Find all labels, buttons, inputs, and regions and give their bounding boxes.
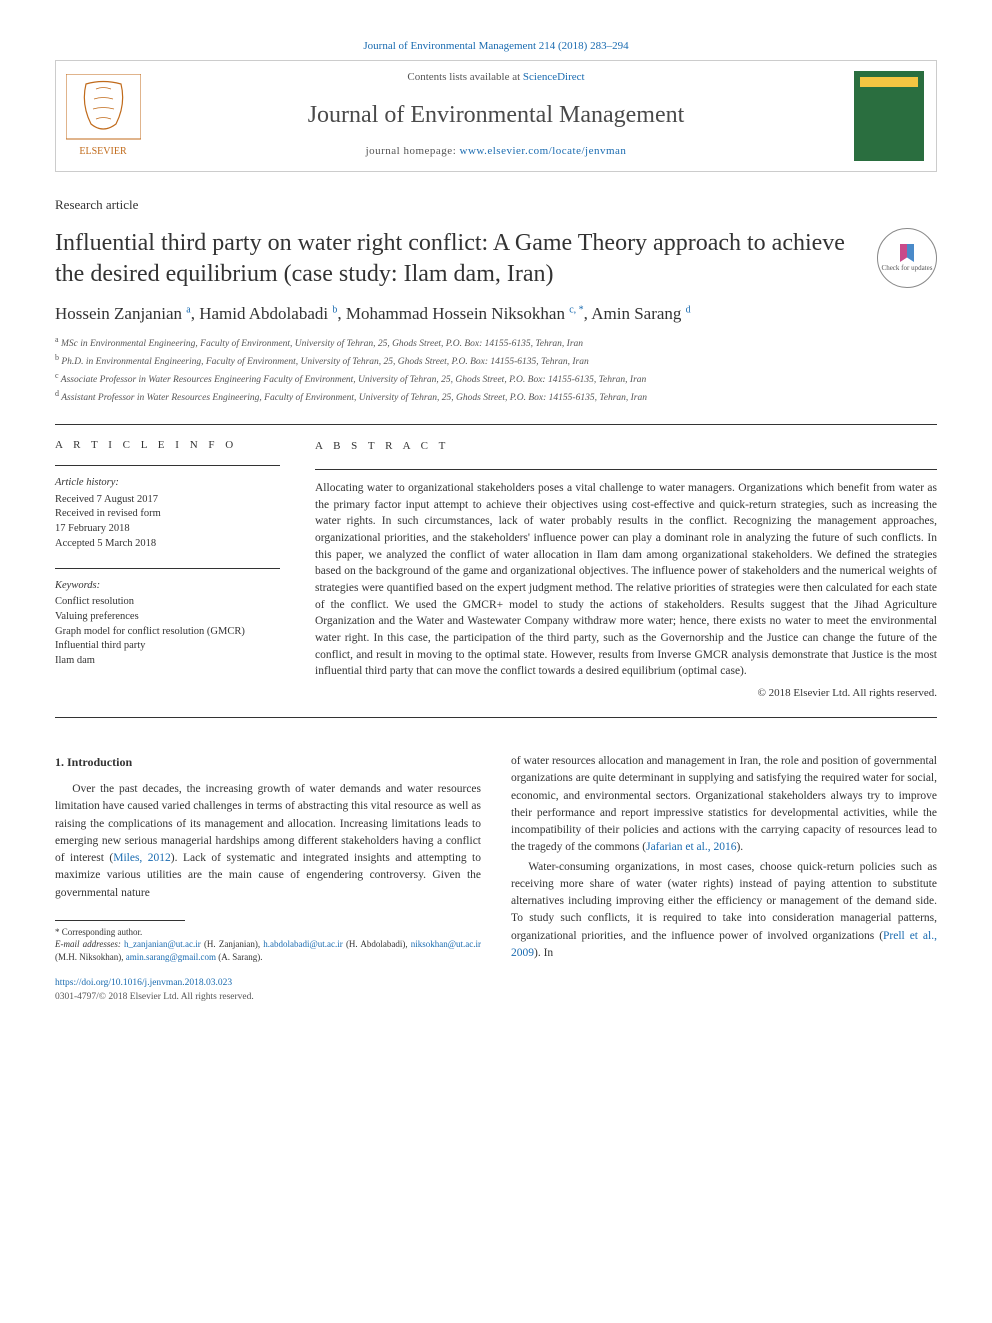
info-rule-2	[55, 568, 280, 569]
article-info-heading: A R T I C L E I N F O	[55, 439, 280, 451]
svg-text:ELSEVIER: ELSEVIER	[79, 146, 127, 157]
abstract-heading: A B S T R A C T	[315, 439, 937, 455]
history-3: Accepted 5 March 2018	[55, 537, 280, 552]
elsevier-logo: ELSEVIER	[66, 74, 141, 159]
keyword-0: Conflict resolution	[55, 595, 280, 610]
intro-para-2: of water resources allocation and manage…	[511, 753, 937, 857]
affiliation-d: d Assistant Professor in Water Resources…	[55, 388, 937, 406]
article-title: Influential third party on water right c…	[55, 228, 857, 290]
keywords-label: Keywords:	[55, 579, 280, 594]
author-0: Hossein Zanjanian	[55, 304, 182, 323]
affiliation-c: c Associate Professor in Water Resources…	[55, 370, 937, 388]
affiliation-b: b Ph.D. in Environmental Engineering, Fa…	[55, 352, 937, 370]
authors-line: Hossein Zanjanian a, Hamid Abdolabadi b,…	[55, 304, 937, 324]
publisher-logo-container: ELSEVIER	[56, 61, 151, 171]
ref-prell-2009[interactable]: Prell et al., 2009	[511, 930, 937, 959]
issn-copyright: 0301-4797/© 2018 Elsevier Ltd. All right…	[55, 990, 481, 1004]
body-col-left: 1. Introduction Over the past decades, t…	[55, 753, 481, 1004]
contents-prefix: Contents lists available at	[407, 71, 522, 83]
affiliations: a MSc in Environmental Engineering, Facu…	[55, 334, 937, 406]
separator-bottom	[55, 717, 937, 718]
affiliation-a: a MSc in Environmental Engineering, Facu…	[55, 334, 937, 352]
keyword-2: Graph model for conflict resolution (GMC…	[55, 625, 280, 640]
check-updates-badge[interactable]: Check for updates	[877, 228, 937, 288]
intro-heading: 1. Introduction	[55, 753, 481, 771]
author-1: Hamid Abdolabadi	[199, 304, 328, 323]
author-0-sup: a	[186, 305, 190, 316]
homepage-line: journal homepage: www.elsevier.com/locat…	[161, 145, 831, 157]
history-2: 17 February 2018	[55, 522, 280, 537]
separator-top	[55, 424, 937, 425]
keyword-3: Influential third party	[55, 639, 280, 654]
ref-jafarian-2016[interactable]: Jafarian et al., 2016	[646, 841, 736, 853]
journal-header-center: Contents lists available at ScienceDirec…	[151, 61, 841, 171]
journal-cover-thumbnail	[854, 71, 924, 161]
journal-name: Journal of Environmental Management	[161, 102, 831, 129]
email-1[interactable]: h.abdolabadi@ut.ac.ir	[263, 939, 343, 949]
author-3-sup: d	[686, 305, 691, 316]
contents-line: Contents lists available at ScienceDirec…	[161, 71, 831, 83]
history-1: Received in revised form	[55, 507, 280, 522]
intro-para-3: Water-consuming organizations, in most c…	[511, 859, 937, 963]
email-3[interactable]: amin.sarang@gmail.com	[126, 952, 216, 962]
footnote-separator	[55, 920, 185, 921]
journal-header: ELSEVIER Contents lists available at Sci…	[55, 60, 937, 172]
keyword-1: Valuing preferences	[55, 610, 280, 625]
email-2[interactable]: niksokhan@ut.ac.ir	[411, 939, 481, 949]
article-info-column: A R T I C L E I N F O Article history: R…	[55, 439, 280, 702]
journal-issue-link[interactable]: Journal of Environmental Management 214 …	[55, 40, 937, 52]
intro-para-1: Over the past decades, the increasing gr…	[55, 781, 481, 902]
footnotes: * Corresponding author. E-mail addresses…	[55, 926, 481, 964]
info-rule	[55, 465, 280, 466]
sciencedirect-link[interactable]: ScienceDirect	[523, 71, 585, 83]
homepage-prefix: journal homepage:	[366, 145, 460, 157]
author-3: Amin Sarang	[591, 304, 681, 323]
history-label: Article history:	[55, 476, 280, 491]
author-1-sup: b	[332, 305, 337, 316]
email-addresses: E-mail addresses: h_zanjanian@ut.ac.ir (…	[55, 938, 481, 963]
abstract-copyright: © 2018 Elsevier Ltd. All rights reserved…	[315, 686, 937, 702]
article-type: Research article	[55, 197, 937, 213]
article-history: Article history: Received 7 August 2017 …	[55, 476, 280, 551]
crossmark-icon	[900, 244, 914, 262]
abstract-text: Allocating water to organizational stake…	[315, 480, 937, 680]
author-2: Mohammad Hossein Niksokhan	[346, 304, 565, 323]
author-2-sup: c, *	[569, 305, 583, 316]
abstract-column: A B S T R A C T Allocating water to orga…	[315, 439, 937, 702]
keyword-4: Ilam dam	[55, 654, 280, 669]
abstract-rule	[315, 469, 937, 470]
history-0: Received 7 August 2017	[55, 493, 280, 508]
doi-link[interactable]: https://doi.org/10.1016/j.jenvman.2018.0…	[55, 976, 481, 990]
journal-cover-container	[841, 61, 936, 171]
body-columns: 1. Introduction Over the past decades, t…	[55, 753, 937, 1004]
email-0[interactable]: h_zanjanian@ut.ac.ir	[124, 939, 201, 949]
check-updates-label: Check for updates	[882, 264, 933, 272]
ref-miles-2012[interactable]: Miles, 2012	[113, 852, 171, 864]
corresponding-author: * Corresponding author.	[55, 926, 481, 939]
body-col-right: of water resources allocation and manage…	[511, 753, 937, 1004]
homepage-url[interactable]: www.elsevier.com/locate/jenvman	[460, 145, 627, 157]
keywords-block: Keywords: Conflict resolution Valuing pr…	[55, 579, 280, 669]
